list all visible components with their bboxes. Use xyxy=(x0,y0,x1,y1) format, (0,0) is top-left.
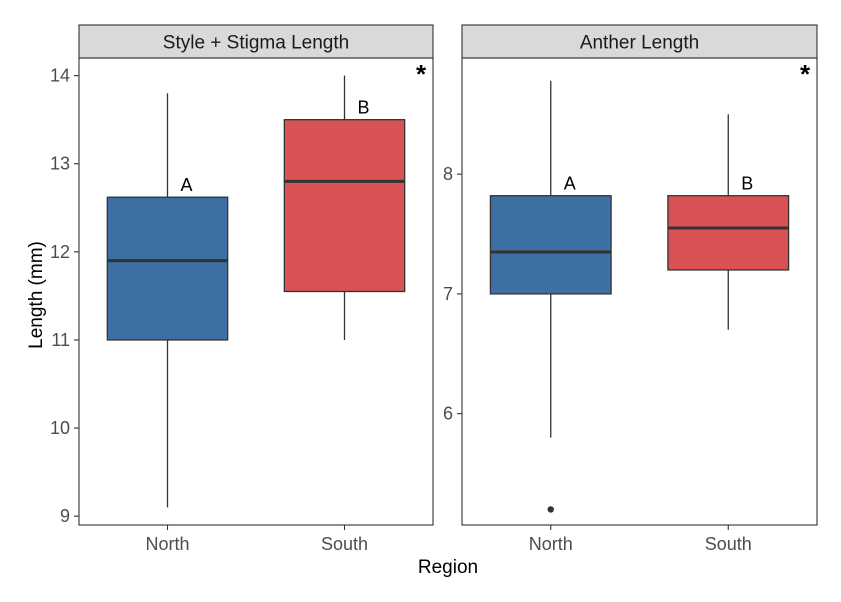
y-tick-label: 9 xyxy=(60,506,70,526)
y-tick-label: 10 xyxy=(50,418,70,438)
y-tick-label: 7 xyxy=(443,284,453,304)
y-tick-label: 14 xyxy=(50,66,70,86)
x-axis-title: Region xyxy=(418,557,478,578)
facet-strip-title: Anther Length xyxy=(580,33,699,54)
facet-panel: Style + Stigma Length 9 10 11 12 13 14 North Sou… xyxy=(50,24,434,554)
panel-border xyxy=(461,57,818,526)
facet-strip xyxy=(461,24,818,59)
significance-star: * xyxy=(800,59,811,89)
y-tick-label: 8 xyxy=(443,164,453,184)
x-tick-label: North xyxy=(145,534,189,554)
box-north: A xyxy=(106,93,229,508)
facet-strip xyxy=(78,24,434,59)
outlier-point xyxy=(547,506,554,513)
facet-strip-title: Style + Stigma Length xyxy=(163,33,349,54)
box-north: A xyxy=(489,80,612,513)
panel-border xyxy=(78,57,434,526)
x-tick-label: South xyxy=(321,534,368,554)
group-letter: B xyxy=(357,98,369,118)
y-tick-label: 6 xyxy=(443,404,453,424)
y-axis-title: Length (mm) xyxy=(26,241,47,349)
y-tick-label: 12 xyxy=(50,242,70,262)
y-tick-label: 13 xyxy=(50,154,70,174)
box-south: B xyxy=(283,75,406,340)
group-letter: A xyxy=(564,174,576,194)
group-letter: B xyxy=(741,174,753,194)
iqr-box xyxy=(283,119,406,293)
iqr-box xyxy=(667,195,790,271)
facet-panels: Style + Stigma Length 9 10 11 12 13 14 North Sou… xyxy=(50,24,818,554)
group-letter: A xyxy=(180,175,192,195)
box-south: B xyxy=(667,114,790,330)
y-tick-label: 11 xyxy=(51,330,70,350)
x-tick-label: North xyxy=(529,534,573,554)
significance-star: * xyxy=(416,59,427,89)
x-tick-label: South xyxy=(705,534,752,554)
facet-panel: Anther Length 6 7 8 North South A B * xyxy=(443,24,818,554)
iqr-box xyxy=(489,195,612,295)
iqr-box xyxy=(106,196,229,341)
